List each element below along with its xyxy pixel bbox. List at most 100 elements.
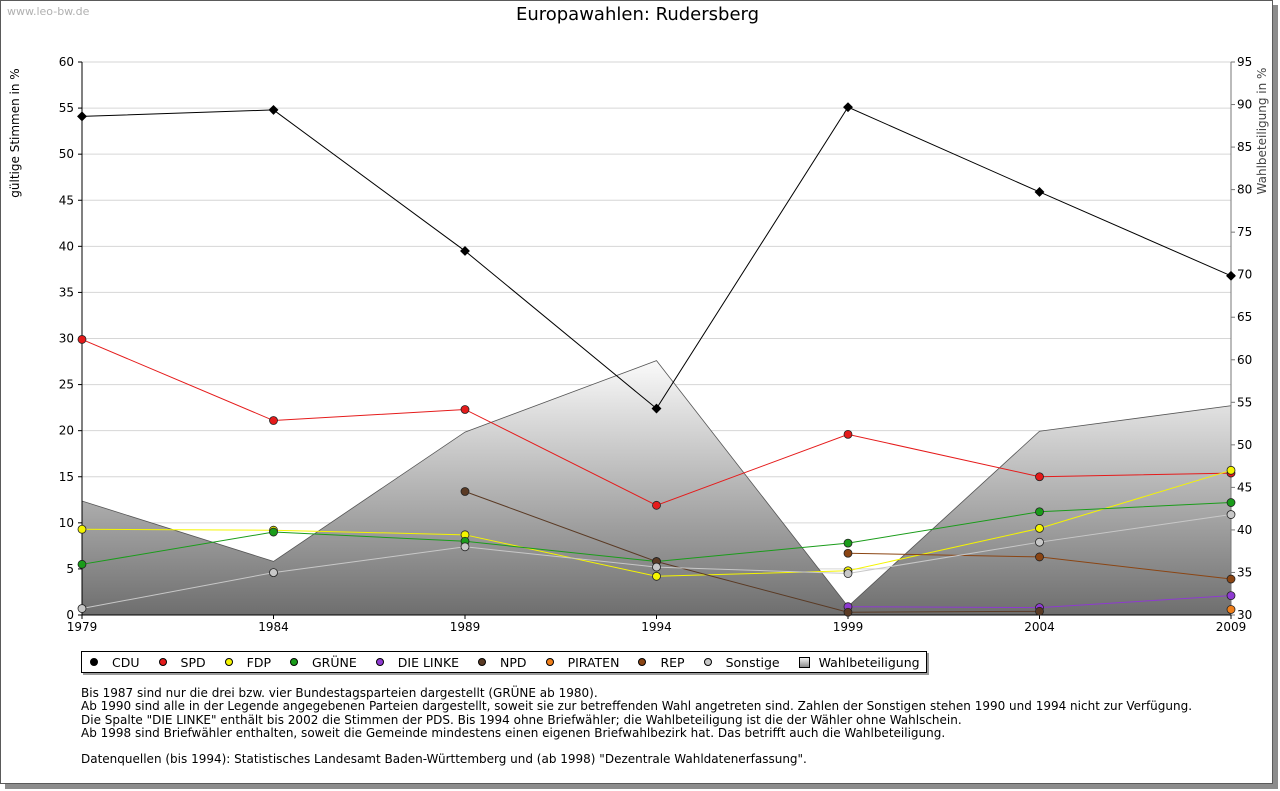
note-line: Ab 1990 sind alle in der Legende angegeb… (81, 699, 1193, 714)
data-point-cdu (651, 403, 662, 414)
y2-tick-label: 95 (1237, 55, 1252, 69)
data-point-die-linke (1226, 591, 1236, 601)
y2-tick-label: 60 (1237, 353, 1252, 367)
y2-tick-label: 55 (1237, 395, 1252, 409)
y2-tick-label: 35 (1237, 565, 1252, 579)
legend-label: DIE LINKE (397, 654, 460, 670)
y-tick-label: 5 (66, 562, 74, 576)
y-tick-label: 30 (59, 332, 74, 346)
legend-item-gruene: GRÜNE (289, 654, 357, 670)
data-point-rep (1226, 574, 1236, 584)
legend-item-die-linke: DIE LINKE (375, 654, 460, 670)
data-point-sonstige (652, 562, 661, 572)
y-tick-label: 10 (59, 516, 74, 530)
y2-tick-label: 45 (1237, 480, 1252, 494)
y2-tick-label: 50 (1237, 438, 1252, 452)
y-tick-label: 20 (59, 424, 74, 438)
legend-label: GRÜNE (311, 654, 357, 670)
legend-label: NPD (500, 654, 527, 670)
legend-area-icon (798, 656, 810, 668)
legend-marker-icon (289, 658, 298, 666)
data-point-fdp (1226, 465, 1236, 475)
data-point-spd (77, 335, 87, 344)
y-tick-label: 0 (66, 608, 74, 622)
data-point-cdu (268, 104, 279, 115)
data-point-sonstige (1035, 537, 1044, 547)
data-point-gruene (1035, 507, 1044, 517)
data-point-npd (843, 607, 853, 617)
data-point-spd (269, 416, 278, 425)
x-tick-label: 1994 (641, 620, 672, 634)
legend-marker-icon (478, 658, 487, 666)
y2-tick-label: 80 (1237, 183, 1252, 197)
data-point-spd (1035, 472, 1044, 482)
legend-item-piraten: PIRATEN (545, 654, 620, 670)
y-tick-label: 35 (59, 285, 74, 299)
data-point-gruene (1226, 498, 1236, 507)
legend-item-spd: SPD (158, 654, 206, 670)
legend: CDU SPD FDP GRÜNE DIE LINKE NPD PIRATEN REP Sons… (81, 651, 927, 673)
y-tick-label: 40 (59, 239, 74, 253)
y2-axis-title: Wahlbeteiligung in % (1255, 68, 1269, 195)
data-point-npd (1035, 606, 1044, 616)
data-point-rep (1035, 552, 1044, 562)
data-point-gruene (77, 559, 87, 569)
legend-item-npd: NPD (478, 655, 527, 670)
data-point-cdu (460, 245, 470, 256)
legend-marker-icon (90, 658, 98, 666)
y2-tick-label: 40 (1237, 523, 1252, 537)
data-point-cdu (77, 111, 87, 122)
data-point-fdp (652, 571, 661, 581)
legend-label: REP (660, 654, 685, 670)
data-point-spd (843, 429, 853, 439)
y-tick-label: 50 (59, 147, 74, 161)
legend-label: SPD (180, 654, 206, 670)
legend-marker-icon (375, 658, 384, 666)
legend-item-rep: REP (638, 654, 685, 670)
data-point-sonstige (269, 568, 278, 578)
legend-item-sonstige: Sonstige (703, 655, 780, 670)
legend-label: FDP (246, 654, 271, 670)
data-point-cdu (1034, 187, 1045, 197)
x-tick-label: 2004 (1024, 620, 1055, 634)
x-tick-label: 1984 (258, 620, 289, 634)
data-point-cdu (843, 102, 853, 113)
data-point-spd (460, 405, 470, 414)
note-line: Bis 1987 sind nur die drei bzw. vier Bun… (81, 686, 598, 700)
chart-title: Europawahlen: Rudersberg (515, 4, 760, 25)
data-point-fdp (77, 524, 87, 534)
legend-marker-icon (158, 658, 167, 666)
legend-item-fdp: FDP (224, 654, 271, 670)
legend-label: PIRATEN (567, 654, 620, 670)
y-tick-label: 55 (59, 101, 74, 115)
y2-tick-label: 65 (1237, 310, 1252, 324)
data-point-piraten (1226, 605, 1236, 614)
data-point-cdu (1226, 270, 1236, 281)
note-line: Ab 1998 sind Briefwähler enthalten, sowe… (81, 725, 946, 740)
data-point-rep (843, 548, 853, 558)
data-point-sonstige (843, 569, 853, 578)
x-tick-label: 2009 (1216, 620, 1247, 634)
y2-tick-label: 90 (1237, 98, 1252, 112)
data-point-sonstige (77, 604, 87, 613)
data-point-fdp (1035, 523, 1044, 533)
legend-marker-icon (224, 658, 233, 666)
y-tick-label: 25 (59, 378, 74, 392)
legend-item-cdu: CDU (90, 655, 140, 670)
note-line (81, 740, 1192, 753)
y-tick-label: 60 (59, 55, 74, 69)
data-point-npd (460, 487, 470, 496)
legend-label: CDU (112, 654, 140, 670)
x-tick-label: 1979 (67, 620, 98, 634)
data-point-spd (652, 500, 661, 510)
y-tick-label: 15 (59, 470, 74, 484)
series-line-npd (464, 491, 1040, 613)
y-axis-title: gültige Stimmen in % (8, 68, 22, 197)
legend-label: Wahlbeteiligung (818, 654, 920, 670)
data-point-gruene (843, 538, 853, 548)
note-line: Die Spalte "DIE LINKE" enthält bis 2002 … (81, 712, 962, 727)
y-tick-label: 45 (59, 193, 74, 207)
data-point-sonstige (1226, 510, 1236, 519)
